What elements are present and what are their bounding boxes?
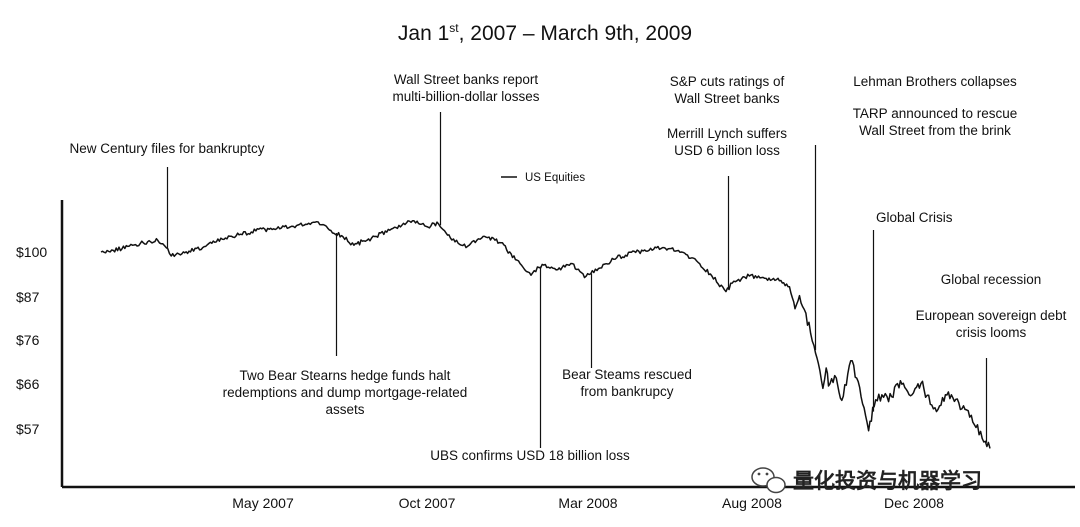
annotation-label: UBS confirms USD 18 billion loss [430,448,630,463]
annotation-wall-street-losses: Wall Street banks report multi-billion-do… [392,72,539,104]
annotation-label: S&P cuts ratings of Wall Street banks [670,74,785,106]
y-tick-label: $100 [16,244,47,260]
series-layer [100,220,991,449]
annotation-bear-rescued: Bear Steams rescued from bankrupcy [562,367,692,399]
y-tick-label: $76 [16,332,40,348]
annotation-tarp: TARP announced to rescue Wall Street from… [853,106,1018,138]
annotation-global-crisis: Global Crisis [876,210,953,225]
annotation-sp-cuts: S&P cuts ratings of Wall Street banks [670,74,785,106]
annotations: New Century files for bankruptcy Two Bear… [69,72,1066,463]
annotation-label: Two Bear Stearns hedge funds halt redempt… [223,368,468,417]
y-tick-label: $66 [16,376,40,392]
annotation-global-recession: Global recession [941,272,1042,287]
watermark-text: 量化投资与机器学习 [793,469,982,493]
annotation-label: Lehman Brothers collapses [853,74,1017,89]
y-tick-label: $87 [16,289,40,305]
x-tick-label: Aug 2008 [722,495,782,511]
annotation-merrill: Merrill Lynch suffers USD 6 billion loss [667,126,787,158]
annotation-ubs: UBS confirms USD 18 billion loss [430,448,630,463]
x-tick-label: Dec 2008 [884,495,944,511]
annotation-label: Bear Steams rescued from bankrupcy [562,367,692,399]
x-tick-label: Oct 2007 [399,495,456,511]
series-line-us-equities [100,220,991,449]
annotation-label: Merrill Lynch suffers USD 6 billion loss [667,126,787,158]
annotation-label: Global recession [941,272,1042,287]
annotation-label: New Century files for bankruptcy [69,141,264,156]
annotation-bear-hedge: Two Bear Stearns hedge funds halt redempt… [223,368,468,417]
y-tick-label: $57 [16,421,40,437]
annotation-new-century: New Century files for bankruptcy [69,141,264,156]
annotation-label: Global Crisis [876,210,953,225]
legend-label: US Equities [525,172,585,184]
annotation-label: European sovereign debt crisis looms [916,308,1067,340]
annotation-connectors [166,112,988,448]
x-tick-label: May 2007 [232,495,294,511]
legend: US Equities [501,172,585,184]
watermark: 量化投资与机器学习 [751,467,982,494]
chart-title: Jan 1st, 2007 – March 9th, 2009 [398,21,692,45]
annotation-label: TARP announced to rescue Wall Street from… [853,106,1018,138]
axes: $100 $87 $76 $66 $57 May 2007 Oct 2007 Mar 2008… [16,200,1075,511]
annotation-euro-debt: European sovereign debt crisis looms [916,308,1067,340]
x-tick-label: Mar 2008 [558,495,617,511]
wechat-icon [751,467,786,494]
annotation-lehman: Lehman Brothers collapses [853,74,1017,89]
annotation-label: Wall Street banks report multi-billion-do… [392,72,539,104]
